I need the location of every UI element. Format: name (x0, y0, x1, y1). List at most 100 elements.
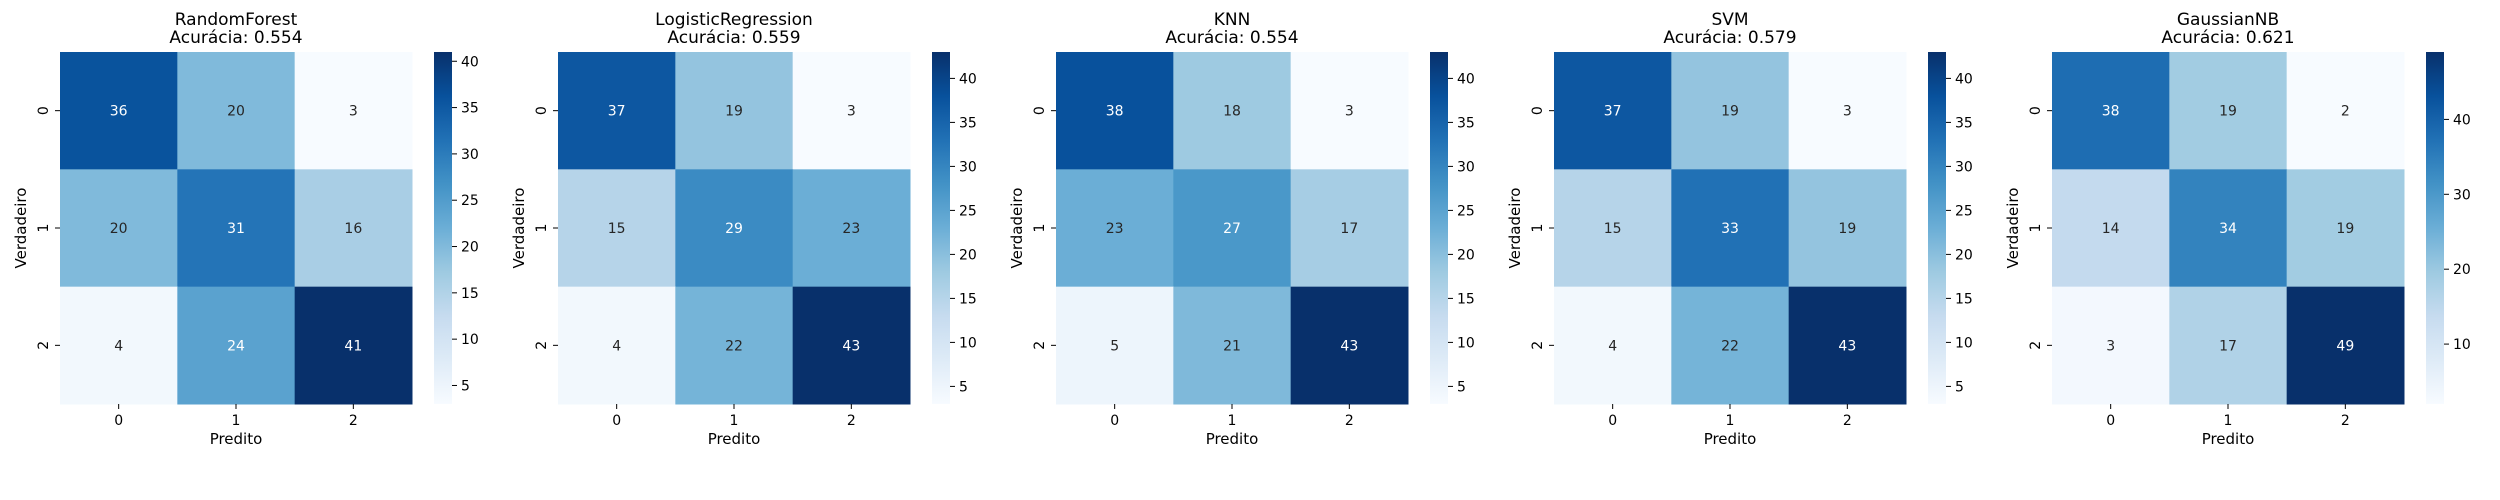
heatmap-cell (1173, 52, 1292, 170)
cell-value-label: 20 (110, 221, 128, 237)
heatmap-cell (2169, 286, 2288, 405)
cell-value-label: 19 (2219, 104, 2237, 120)
y-axis-label: Verdadeiro (2004, 188, 2022, 269)
colorbar-tick-label: 35 (1457, 115, 1475, 131)
colorbar-tick-label: 40 (461, 54, 479, 70)
x-tick-label: 2 (1345, 413, 1354, 429)
colorbar-tick-label: 10 (1955, 335, 1973, 351)
cell-value-label: 43 (1340, 338, 1358, 354)
cell-value-label: 3 (349, 104, 358, 120)
y-tick-label: 1 (1032, 224, 1048, 233)
cell-value-label: 18 (1223, 104, 1241, 120)
heatmap-cell (2169, 169, 2288, 288)
heatmap-cell (558, 169, 676, 288)
cell-value-label: 3 (847, 104, 856, 120)
x-tick-label: 1 (1726, 413, 1735, 429)
heatmap-cell (1056, 169, 1174, 288)
cell-value-label: 2 (2341, 104, 2350, 120)
cell-value-label: 15 (608, 221, 626, 237)
chart-title: LogisticRegression (655, 10, 813, 30)
cell-value-label: 37 (608, 104, 626, 120)
y-tick-label: 1 (1530, 224, 1546, 233)
cell-value-label: 37 (1604, 104, 1622, 120)
colorbar-tick-label: 5 (461, 378, 470, 394)
cell-value-label: 49 (2336, 338, 2354, 354)
colorbar-tick-label: 40 (1955, 71, 1973, 87)
colorbar-tick-label: 35 (1955, 115, 1973, 131)
heatmap-cell (2052, 286, 2170, 405)
cell-value-label: 33 (1721, 221, 1739, 237)
heatmap-cell (1671, 286, 1790, 405)
y-tick-label: 2 (1032, 341, 1048, 350)
y-tick-label: 0 (2028, 106, 2044, 115)
colorbar-tick-label: 30 (1955, 159, 1973, 175)
cell-value-label: 14 (2102, 221, 2120, 237)
colorbar-tick-label: 30 (1457, 159, 1475, 175)
chart-title: SVM (1711, 10, 1748, 30)
cell-value-label: 23 (1106, 221, 1124, 237)
x-axis-label: Predito (708, 430, 761, 448)
cell-value-label: 24 (227, 338, 245, 354)
cell-value-label: 43 (842, 338, 860, 354)
x-axis-label: Predito (210, 430, 263, 448)
colorbar-tick-label: 30 (461, 147, 479, 163)
cell-value-label: 31 (227, 221, 245, 237)
x-tick-label: 1 (730, 413, 739, 429)
colorbar-tick-label: 35 (959, 115, 977, 131)
x-tick-label: 0 (612, 413, 621, 429)
colorbar-tick-label: 20 (1457, 247, 1475, 263)
cell-value-label: 3 (2106, 338, 2115, 354)
colorbar-tick-label: 40 (959, 71, 977, 87)
cell-value-label: 3 (1345, 104, 1354, 120)
colorbar-tick-label: 10 (1457, 335, 1475, 351)
heatmap-cell (558, 286, 676, 405)
heatmap-cell (1173, 169, 1292, 288)
heatmap-cell (177, 52, 296, 170)
cell-value-label: 29 (725, 221, 743, 237)
x-tick-label: 1 (1228, 413, 1237, 429)
colorbar-tick-label: 30 (2453, 187, 2471, 203)
heatmap-cell (60, 52, 178, 170)
heatmap-cell (2286, 52, 2405, 170)
x-tick-label: 2 (2341, 413, 2350, 429)
x-tick-label: 0 (1608, 413, 1617, 429)
colorbar-tick-label: 5 (959, 379, 968, 395)
y-tick-label: 1 (2028, 224, 2044, 233)
heatmap-cell (1554, 52, 1672, 170)
colorbar-tick-label: 30 (959, 159, 977, 175)
heatmap-cell (1173, 286, 1292, 405)
heatmap-cell (792, 169, 911, 288)
heatmap-cell (177, 169, 296, 288)
colorbar-tick-label: 10 (461, 332, 479, 348)
y-tick-label: 2 (1530, 341, 1546, 350)
colorbar-tick-label: 20 (461, 240, 479, 256)
colorbar-tick-label: 25 (1955, 203, 1973, 219)
cell-value-label: 27 (1223, 221, 1241, 237)
heatmap-cell (2052, 169, 2170, 288)
x-tick-label: 0 (1110, 413, 1119, 429)
heatmap-cell (1671, 169, 1790, 288)
y-tick-label: 1 (36, 224, 52, 233)
x-tick-label: 2 (847, 413, 856, 429)
cell-value-label: 43 (1838, 338, 1856, 354)
colorbar (1928, 52, 1946, 404)
x-tick-label: 0 (2106, 413, 2115, 429)
heatmap-cell (1788, 52, 1907, 170)
x-axis-label: Predito (2202, 430, 2255, 448)
colorbar-tick-label: 25 (959, 203, 977, 219)
cell-value-label: 17 (2219, 338, 2237, 354)
cell-value-label: 15 (1604, 221, 1622, 237)
heatmap-cell (558, 52, 676, 170)
colorbar (2426, 52, 2444, 404)
cell-value-label: 4 (612, 338, 621, 354)
x-tick-label: 0 (114, 413, 123, 429)
cell-value-label: 22 (1721, 338, 1739, 354)
y-tick-label: 0 (1530, 106, 1546, 115)
y-tick-label: 0 (36, 106, 52, 115)
y-axis-label: Verdadeiro (12, 188, 30, 269)
